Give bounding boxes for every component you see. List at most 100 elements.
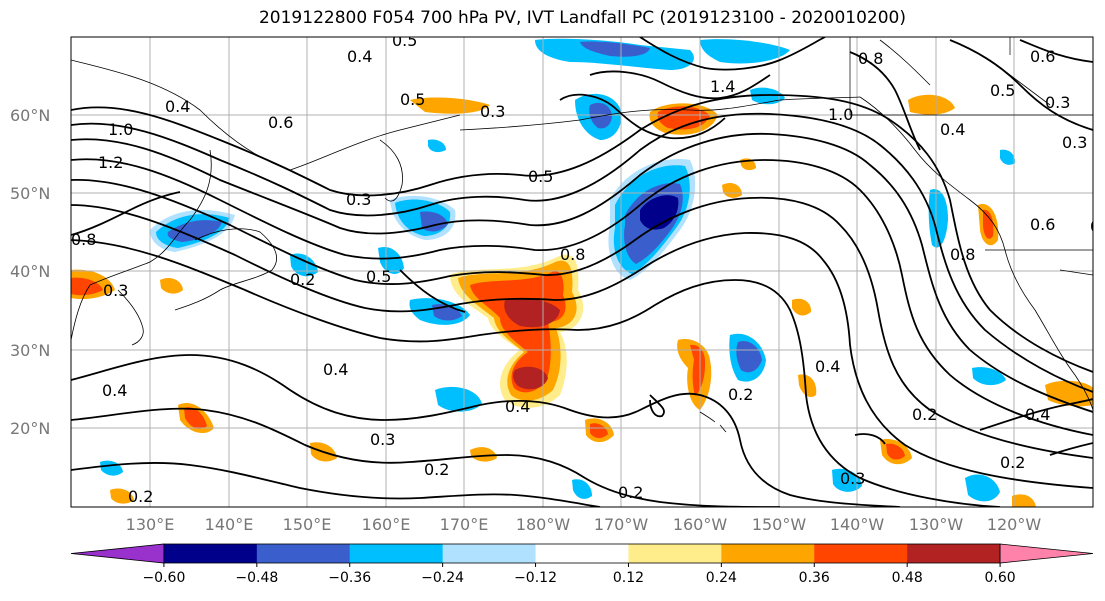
lat-label-40n: 40°N bbox=[10, 262, 50, 281]
contour-label: 0.2 bbox=[728, 385, 753, 404]
shade-neg-e1 bbox=[928, 189, 948, 248]
contour-label: 0.8 bbox=[71, 230, 96, 249]
colorbar-tick-label: 0.60 bbox=[985, 570, 1016, 586]
lon-label: 160°W bbox=[673, 515, 728, 534]
colorbar-segment bbox=[628, 544, 722, 563]
contour-label: 0.2 bbox=[424, 460, 449, 479]
shade-pos-mid10 bbox=[470, 447, 497, 462]
colorbar-segment bbox=[442, 544, 537, 563]
political-boundaries bbox=[849, 37, 1093, 276]
contour-label: 0.5 bbox=[400, 90, 425, 109]
colorbar-segment bbox=[721, 544, 815, 563]
shade-neg-jp-strong bbox=[167, 220, 222, 242]
contour-label: 0.3 bbox=[103, 281, 128, 300]
colorbar-extend-low bbox=[70, 543, 165, 564]
shade-pos-west-strong bbox=[184, 407, 207, 429]
colorbar-tick-label: 0.48 bbox=[892, 570, 923, 586]
contour-label: 1.0 bbox=[108, 120, 133, 139]
contour-label: 0.3 bbox=[480, 102, 505, 121]
colorbar-segment bbox=[349, 544, 444, 563]
contour-label: 0.4 bbox=[940, 120, 965, 139]
contour-label: 0.6 bbox=[1030, 215, 1055, 234]
shade-pos-mid1-strong bbox=[690, 344, 706, 396]
colorbar-segment bbox=[163, 544, 258, 563]
contour-labels: 0.4 0.5 0.4 0.6 0.5 0.3 1.0 1.2 1.4 0.8 … bbox=[71, 31, 1093, 506]
graticule bbox=[71, 37, 1093, 507]
shade-pos-japan-strong bbox=[71, 277, 103, 296]
shade-neg-e5 bbox=[572, 479, 592, 499]
contour-label: 1.4 bbox=[710, 77, 735, 96]
shade-pos-mid8 bbox=[160, 278, 183, 294]
shade-pos-mid11 bbox=[1012, 494, 1036, 507]
shade-neg-e7 bbox=[1000, 149, 1016, 165]
contour-label: 0.3 bbox=[1045, 93, 1070, 112]
contour-label: 0.3 bbox=[370, 430, 395, 449]
colorbar-segment bbox=[814, 544, 908, 563]
contour-label: 0.4 bbox=[165, 97, 190, 116]
plot-frame bbox=[70, 36, 1094, 508]
contour-label: 0.4 bbox=[323, 360, 348, 379]
contour-label: 0.5 bbox=[392, 31, 417, 50]
lon-label: 130°W bbox=[909, 515, 964, 534]
shade-neg-e8 bbox=[428, 139, 446, 153]
shade-pos-mid12 bbox=[110, 488, 134, 504]
shade-neg-s1 bbox=[435, 386, 482, 412]
colorbar-tick-label: −0.12 bbox=[514, 570, 557, 586]
pv-contours bbox=[71, 37, 1093, 507]
contour-label: 0.2 bbox=[1000, 453, 1025, 472]
shade-neg-s2-strong bbox=[736, 340, 762, 373]
contour-label: 0.8 bbox=[560, 245, 585, 264]
shade-pos-mid2-strong bbox=[590, 423, 608, 439]
colorbar-segment bbox=[907, 544, 1001, 563]
contour-label: 0.8 bbox=[858, 49, 883, 68]
coast-hawaii bbox=[699, 411, 727, 433]
colorbar-tick-label: 0.24 bbox=[706, 570, 737, 586]
colorbar: −0.60 −0.48 −0.36 −0.24 −0.12 0.12 0.24 0.36 0.4… bbox=[70, 543, 1094, 586]
lon-label: 180°W bbox=[516, 515, 571, 534]
lon-label: 150°W bbox=[752, 515, 807, 534]
contour-label: 0.2 bbox=[618, 483, 643, 502]
shade-pos-mid9 bbox=[722, 183, 742, 198]
map-title: 2019122800 F054 700 hPa PV, IVT Landfall… bbox=[258, 8, 906, 28]
contour-label: 0.6 bbox=[268, 113, 293, 132]
contour-label: 0.5 bbox=[366, 267, 391, 286]
colorbar-extend-high bbox=[999, 543, 1094, 564]
contour-label: 0.6 bbox=[1030, 47, 1055, 66]
lon-label: 130°E bbox=[126, 515, 175, 534]
coast-aleutians bbox=[459, 96, 861, 131]
colorbar-tick-label: −0.48 bbox=[235, 570, 278, 586]
colorbar-segment bbox=[256, 544, 351, 563]
contour-label: 0.3 bbox=[346, 190, 371, 209]
shade-neg-central-max bbox=[640, 195, 679, 230]
shade-neg-w1 bbox=[378, 246, 404, 274]
lat-label-50n: 50°N bbox=[10, 184, 50, 203]
shade-pos-mid6 bbox=[792, 298, 812, 316]
shade-neg-e2 bbox=[972, 367, 1006, 386]
latitude-labels: 60°N 50°N 40°N 30°N 20°N bbox=[10, 106, 50, 438]
contour-label: 1.0 bbox=[828, 105, 853, 124]
contour-label: 0.5 bbox=[990, 81, 1015, 100]
contour-label: 0.2 bbox=[128, 487, 153, 506]
shade-pos-mid7 bbox=[798, 374, 817, 397]
shade-neg-top2 bbox=[700, 39, 790, 64]
longitude-labels: 130°E 140°E 150°E 160°E 170°E 180°W 170°… bbox=[126, 515, 1042, 534]
colorbar-segment bbox=[535, 544, 629, 563]
colorbar-tick-label: −0.36 bbox=[328, 570, 371, 586]
lon-label: 160°E bbox=[362, 515, 411, 534]
contour-label: 0.4 bbox=[505, 397, 530, 416]
shade-pos-central-max bbox=[504, 298, 560, 390]
shade-pos-alaska-strong bbox=[657, 106, 710, 130]
contour-label: 0.8 bbox=[950, 245, 975, 264]
lat-label-60n: 60°N bbox=[10, 106, 50, 125]
lat-label-20n: 20°N bbox=[10, 419, 50, 438]
contour-label: 0.3 bbox=[840, 469, 865, 488]
shade-neg-top-strong bbox=[580, 41, 650, 57]
colorbar-tick-label: −0.60 bbox=[142, 570, 185, 586]
lon-label: 170°E bbox=[440, 515, 489, 534]
colorbar-tick-label: −0.24 bbox=[421, 570, 464, 586]
shade-pos-nw bbox=[908, 94, 955, 115]
contour-label: 1.2 bbox=[98, 153, 123, 172]
contour-label: 0.4 bbox=[347, 47, 372, 66]
lon-label: 140°W bbox=[830, 515, 885, 534]
